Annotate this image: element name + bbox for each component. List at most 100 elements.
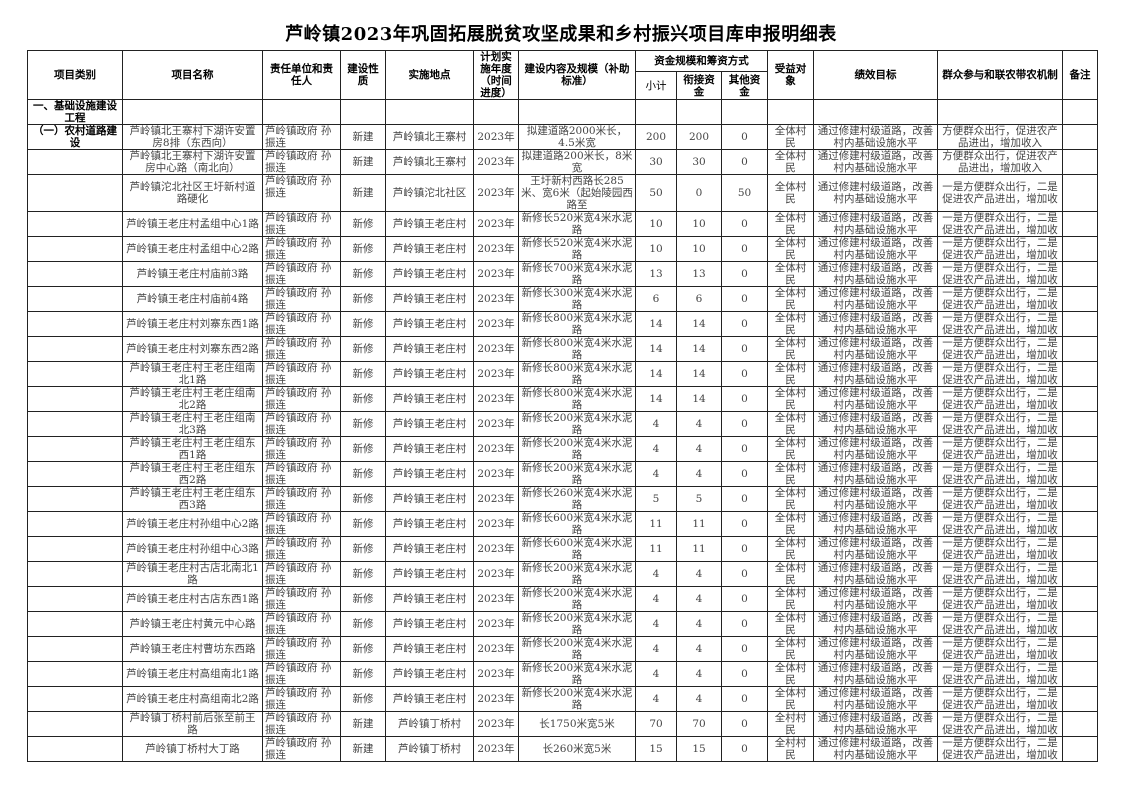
cell-other-funds: 0 — [720, 211, 769, 237]
cell-beneficiary: 全体村民 — [767, 461, 815, 487]
cell-remark — [1062, 461, 1099, 487]
cell-goal: 通过修建村级道路，改善村内基础设施水平 — [813, 411, 939, 437]
cell-goal: 通过修建村级道路，改善村内基础设施水平 — [813, 286, 939, 312]
cell-other-funds: 0 — [720, 611, 769, 637]
cell-project-name: 芦岭镇王老庄村庙前4路 — [122, 286, 263, 312]
table-row: 芦岭镇王老庄村古店东西1路 芦岭镇政府 孙振连 新修 芦岭镇王老庄村 2023年 新修长2… — [27, 586, 1099, 612]
cell-linked-funds: 13 — [676, 261, 722, 287]
cell-nature: 新建 — [340, 711, 386, 737]
cell-content: 新修长600米宽4米水泥路 — [518, 511, 636, 537]
cell-location: 芦岭镇丁桥村 — [385, 711, 474, 737]
cell-goal: 通过修建村级道路，改善村内基础设施水平 — [813, 611, 939, 637]
cell-beneficiary: 全体村民 — [767, 361, 815, 387]
cell-responsible: 芦岭镇政府 孙振连 — [262, 336, 341, 362]
cell-other-funds: 0 — [720, 386, 769, 412]
cell-mechanism: 一是方便群众出行，二是促进农产品进出，增加收 — [937, 611, 1064, 637]
cell-content: 新修长800米宽4米水泥路 — [518, 361, 636, 387]
cell-remark — [1062, 411, 1099, 437]
cell-goal: 通过修建村级道路，改善村内基础设施水平 — [813, 686, 939, 712]
cell-beneficiary: 全体村民 — [767, 636, 815, 662]
cell-other-funds: 0 — [720, 149, 769, 175]
cell-project-name: 芦岭镇王老庄村王老庄组东西3路 — [122, 486, 263, 512]
cell-nature: 新修 — [340, 361, 386, 387]
cell-linked-funds: 4 — [676, 436, 722, 462]
cell-responsible: 芦岭镇政府 孙振连 — [262, 361, 341, 387]
cell-year: 2023年 — [473, 486, 519, 512]
table-row: 芦岭镇丁桥村大丁路 芦岭镇政府 孙振连 新建 芦岭镇丁桥村 2023年 长260米宽5米 1… — [27, 736, 1099, 762]
cell-subtotal: 14 — [635, 361, 677, 387]
cell-beneficiary: 全体村民 — [767, 174, 815, 212]
cell-other-funds: 0 — [720, 561, 769, 587]
cell-nature: 新修 — [340, 661, 386, 687]
cell-year: 2023年 — [473, 311, 519, 337]
cell-category — [27, 361, 123, 387]
cell-year: 2023年 — [473, 124, 519, 150]
cell-location: 芦岭镇王老庄村 — [385, 311, 474, 337]
cell-location: 芦岭镇北王寨村 — [385, 124, 474, 150]
cell-category — [27, 661, 123, 687]
cell-category: （一）农村道路建设 — [27, 124, 123, 150]
cell-mechanism: 一是方便群众出行，二是促进农产品进出，增加收 — [937, 236, 1064, 262]
cell-goal: 通过修建村级道路，改善村内基础设施水平 — [813, 436, 939, 462]
cell-location: 芦岭镇王老庄村 — [385, 686, 474, 712]
cell-content: 新修长800米宽4米水泥路 — [518, 311, 636, 337]
table-row: 芦岭镇王老庄村孟组中心2路 芦岭镇政府 孙振连 新修 芦岭镇王老庄村 2023年 新修长5… — [27, 236, 1099, 262]
cell-responsible: 芦岭镇政府 孙振连 — [262, 736, 341, 762]
cell-responsible: 芦岭镇政府 孙振连 — [262, 211, 341, 237]
cell-linked-funds: 4 — [676, 561, 722, 587]
cell-year: 2023年 — [473, 511, 519, 537]
cell-remark — [1062, 286, 1099, 312]
cell-year: 2023年 — [473, 261, 519, 287]
cell-nature: 新修 — [340, 511, 386, 537]
table-row: 芦岭镇沱北社区王圩新村道路硬化 芦岭镇政府 孙振连 新建 芦岭镇沱北社区 2023年 王圩… — [27, 174, 1099, 212]
header-name: 项目名称 — [122, 50, 263, 100]
cell-linked-funds: 11 — [676, 511, 722, 537]
cell-year: 2023年 — [473, 211, 519, 237]
cell-responsible: 芦岭镇政府 孙振连 — [262, 174, 341, 212]
cell-year: 2023年 — [473, 736, 519, 762]
header-category: 项目类别 — [27, 50, 123, 100]
cell-linked-funds: 6 — [676, 286, 722, 312]
cell-category — [27, 411, 123, 437]
cell-linked-funds: 70 — [676, 711, 722, 737]
cell-subtotal: 6 — [635, 286, 677, 312]
table-row: 芦岭镇王老庄村王老庄组南北1路 芦岭镇政府 孙振连 新修 芦岭镇王老庄村 2023年 新修… — [27, 361, 1099, 387]
cell-year: 2023年 — [473, 149, 519, 175]
cell-location: 芦岭镇王老庄村 — [385, 211, 474, 237]
cell-nature: 新修 — [340, 236, 386, 262]
cell-goal: 通过修建村级道路，改善村内基础设施水平 — [813, 336, 939, 362]
cell-project-name: 芦岭镇王老庄村曹坊东西路 — [122, 636, 263, 662]
cell-category — [27, 586, 123, 612]
cell-year: 2023年 — [473, 661, 519, 687]
document-title: 芦岭镇2023年巩固拓展脱贫攻坚成果和乡村振兴项目库申报明细表 — [285, 24, 837, 45]
cell-mechanism: 一是方便群众出行，二是促进农产品进出，增加收 — [937, 211, 1064, 237]
cell-other-funds: 0 — [720, 461, 769, 487]
cell-remark — [1062, 486, 1099, 512]
cell-year: 2023年 — [473, 361, 519, 387]
cell-location: 芦岭镇王老庄村 — [385, 436, 474, 462]
cell-year: 2023年 — [473, 586, 519, 612]
cell-year: 2023年 — [473, 286, 519, 312]
cell-beneficiary: 全体村民 — [767, 411, 815, 437]
cell-content: 新修长200米宽4米水泥路 — [518, 436, 636, 462]
cell-remark — [1062, 124, 1099, 150]
cell-other-funds: 0 — [720, 486, 769, 512]
cell-linked-funds: 4 — [676, 461, 722, 487]
cell-beneficiary: 全体村民 — [767, 561, 815, 587]
cell-year: 2023年 — [473, 611, 519, 637]
cell-project-name: 芦岭镇王老庄村孟组中心1路 — [122, 211, 263, 237]
cell-other-funds: 0 — [720, 586, 769, 612]
cell-mechanism: 一是方便群众出行，二是促进农产品进出，增加收 — [937, 711, 1064, 737]
cell-nature: 新建 — [340, 174, 386, 212]
cell-year: 2023年 — [473, 461, 519, 487]
cell-beneficiary: 全体村民 — [767, 661, 815, 687]
cell-linked-funds: 14 — [676, 311, 722, 337]
table-row: 芦岭镇王老庄村王老庄组东西3路 芦岭镇政府 孙振连 新修 芦岭镇王老庄村 2023年 新修… — [27, 486, 1099, 512]
cell-category — [27, 736, 123, 762]
cell-category — [27, 311, 123, 337]
cell-other-funds: 0 — [720, 711, 769, 737]
cell-project-name: 芦岭镇丁桥村大丁路 — [122, 736, 263, 762]
cell-responsible: 芦岭镇政府 孙振连 — [262, 486, 341, 512]
cell-category — [27, 174, 123, 212]
cell-nature: 新修 — [340, 636, 386, 662]
